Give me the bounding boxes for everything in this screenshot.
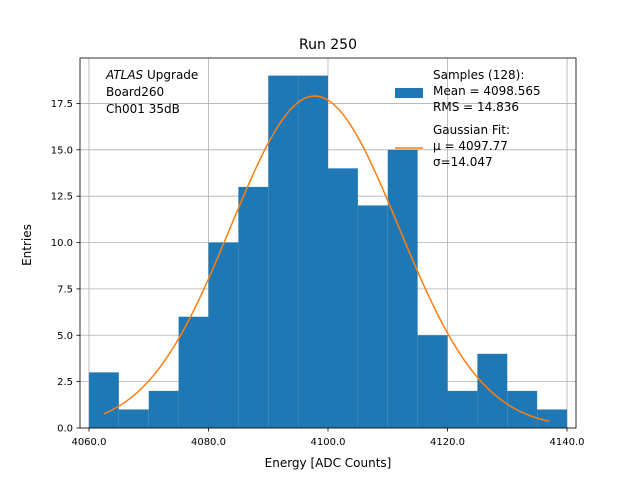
histogram-bar — [537, 409, 568, 428]
histogram-bar — [118, 409, 149, 428]
x-axis-label: Energy [ADC Counts] — [265, 456, 392, 470]
x-tick-label: 4060.0 — [71, 437, 106, 448]
histogram-bars — [88, 75, 568, 428]
histogram-bar — [417, 335, 448, 428]
annotation-line: Board260 — [106, 85, 164, 99]
histogram-bar — [298, 75, 328, 428]
histogram-bar — [477, 353, 508, 428]
annotation-line: Ch001 35dB — [106, 102, 180, 116]
x-tick-label: 4140.0 — [550, 437, 585, 448]
histogram-bar — [88, 372, 119, 428]
legend-label: RMS = 14.836 — [433, 100, 519, 114]
y-tick-label: 0.0 — [57, 424, 73, 435]
y-tick-label: 2.5 — [57, 377, 73, 388]
histogram-bar — [268, 75, 299, 428]
histogram-bar — [328, 168, 358, 428]
axis-ticks: 4060.0 4080.0 4100.0 4120.0 4140.0 0.0 2.5 5.0 7… — [51, 99, 585, 448]
gaussian-fit-line — [103, 95, 550, 423]
y-tick-label: 17.5 — [51, 99, 73, 110]
histogram-bar — [507, 390, 538, 428]
x-tick-label: 4100.0 — [311, 437, 346, 448]
y-tick-label: 15.0 — [51, 145, 73, 156]
histogram-bar — [238, 186, 269, 428]
y-axis-label: Entries — [20, 224, 34, 266]
y-tick-label: 7.5 — [57, 284, 73, 295]
legend-label: Mean = 4098.565 — [433, 84, 541, 98]
legend-patch — [395, 88, 423, 98]
histogram-bar — [178, 316, 209, 428]
y-tick-label: 10.0 — [51, 238, 73, 249]
gaussian-fit — [103, 95, 550, 423]
legend-label: Gaussian Fit: — [433, 123, 510, 137]
y-tick-label: 12.5 — [51, 192, 73, 203]
legend-label: μ = 4097.77 — [433, 139, 508, 153]
run-annotation: ATLAS Upgrade Board260 Ch001 35dB — [105, 68, 198, 116]
y-tick-label: 5.0 — [57, 331, 73, 342]
histogram-bar — [447, 390, 478, 428]
x-tick-label: 4120.0 — [430, 437, 465, 448]
histogram-bar — [208, 242, 239, 428]
legend: Samples (128): Mean = 4098.565 RMS = 14.… — [395, 68, 541, 169]
legend-label: σ=14.047 — [433, 155, 493, 169]
chart-title: Run 250 — [299, 37, 357, 53]
histogram-bar — [148, 390, 179, 428]
x-tick-label: 4080.0 — [191, 437, 226, 448]
histogram-bar — [357, 205, 388, 428]
histogram-bar — [387, 149, 418, 428]
annotation-line: ATLAS Upgrade — [105, 68, 198, 82]
legend-label: Samples (128): — [433, 68, 524, 82]
